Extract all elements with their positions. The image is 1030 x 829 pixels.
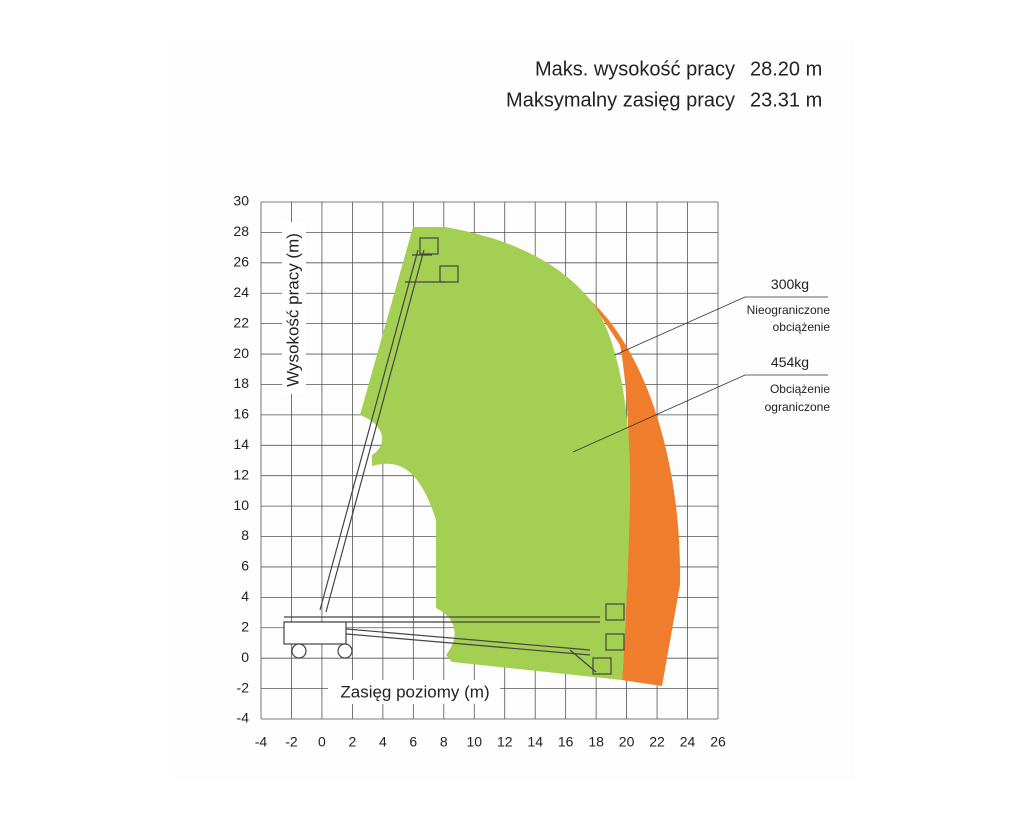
x-tick-label: 26 (710, 734, 726, 750)
x-tick-label: 2 (349, 734, 357, 750)
spec-value: 23.31 m (750, 89, 822, 111)
spec-label: Maksymalny zasięg pracy (506, 89, 735, 111)
limited-envelope (590, 300, 681, 686)
y-tick-label: 8 (241, 527, 249, 543)
x-tick-label: 20 (619, 734, 635, 750)
y-tick-label: -4 (237, 710, 250, 726)
y-tick-label: 24 (233, 284, 249, 300)
boom-head (405, 254, 445, 283)
legend-text: Nieograniczone (747, 303, 831, 317)
leader-line (572, 296, 828, 453)
platform (605, 633, 625, 651)
y-tick-label: 18 (233, 375, 249, 391)
envelopes (360, 227, 681, 686)
wheel (291, 643, 307, 659)
x-tick-label: -4 (255, 734, 268, 750)
y-tick-label: 10 (233, 497, 249, 513)
machine (283, 237, 625, 675)
y-tick-label: 28 (233, 223, 249, 239)
y-tick-label: 12 (233, 466, 249, 482)
y-tick-label: 6 (241, 558, 249, 574)
wheel (337, 643, 353, 659)
x-tick-label: 14 (527, 734, 543, 750)
y-tick-label: 14 (233, 436, 249, 452)
chassis (283, 621, 347, 645)
label-bg (282, 222, 306, 394)
boom (319, 249, 425, 613)
legend-weight: 454kg (771, 354, 809, 370)
x-tick-label: 10 (466, 734, 482, 750)
platform (592, 657, 612, 675)
y-tick-label: 4 (241, 588, 249, 604)
y-tick-label: 16 (233, 406, 249, 422)
x-tick-label: 8 (440, 734, 448, 750)
y-tick-label: 2 (241, 618, 249, 634)
y-tick-label: 26 (233, 254, 249, 270)
x-tick-label: 4 (379, 734, 387, 750)
boom (299, 624, 591, 656)
unlimited-envelope (360, 227, 631, 680)
legend-weight: 300kg (771, 276, 809, 292)
x-tick-label: 16 (558, 734, 574, 750)
spec-label: Maks. wysokość pracy (535, 58, 735, 80)
x-tick-label: 12 (497, 734, 513, 750)
legend-text: ograniczone (765, 400, 831, 414)
platform (419, 237, 439, 255)
x-tick-label: 22 (649, 734, 665, 750)
y-tick-label: 22 (233, 314, 249, 330)
label-bg (328, 680, 500, 704)
x-tick-label: 0 (318, 734, 326, 750)
y-axis-label: Wysokość pracy (m) (283, 233, 302, 387)
x-tick-label: 18 (588, 734, 604, 750)
x-axis-label: Zasięg poziomy (m) (340, 682, 489, 701)
spec-value: 28.20 m (750, 58, 822, 80)
x-tick-label: 24 (680, 734, 696, 750)
y-tick-label: 30 (233, 193, 249, 209)
x-tick-label: -2 (285, 734, 298, 750)
y-tick-label: -2 (237, 679, 250, 695)
platform (439, 265, 459, 283)
y-tick-label: 0 (241, 649, 249, 665)
legend-text: obciążenie (773, 320, 831, 334)
boom (569, 649, 597, 673)
x-tick-label: 6 (409, 734, 417, 750)
platform (605, 603, 625, 621)
legend-text: Obciążenie (770, 382, 830, 396)
y-tick-label: 20 (233, 345, 249, 361)
